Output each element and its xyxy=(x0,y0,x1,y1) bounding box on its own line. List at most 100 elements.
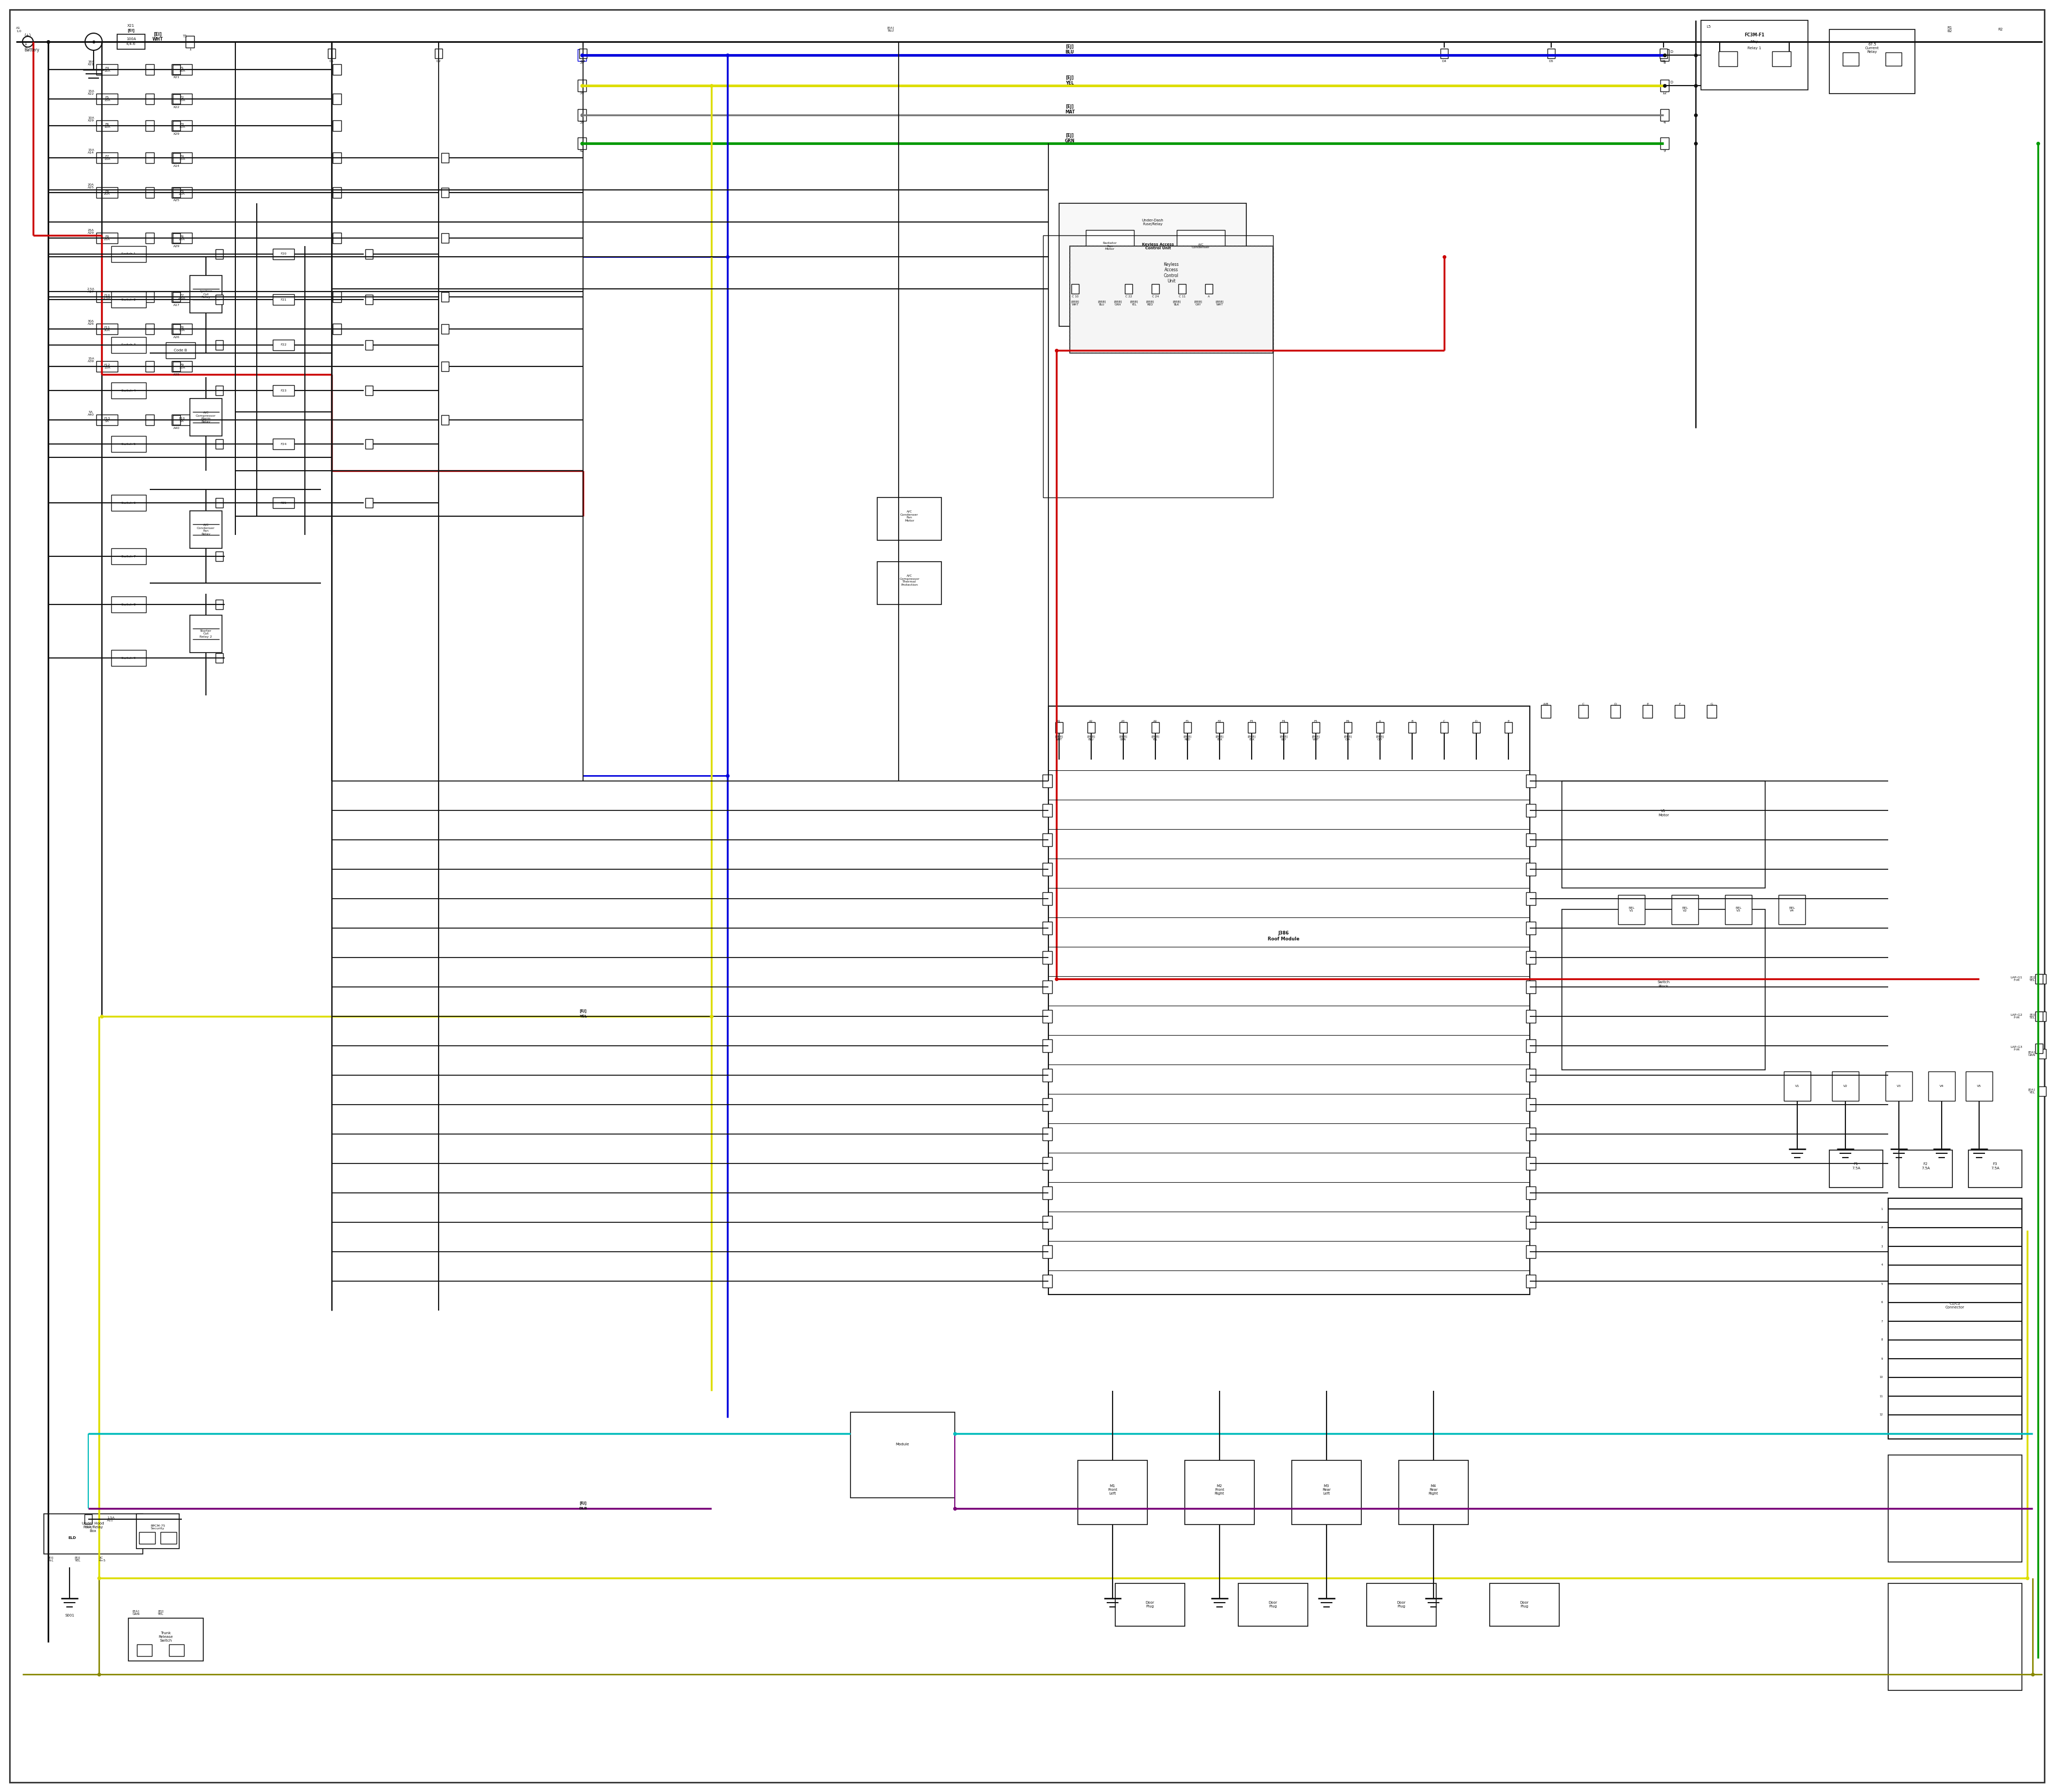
Bar xyxy=(1526,892,1536,905)
Bar xyxy=(1643,704,1651,719)
Bar xyxy=(189,398,222,435)
Text: A17: A17 xyxy=(173,303,181,306)
Text: D: D xyxy=(1670,81,1672,84)
Text: [EJ]
TEL: [EJ] TEL xyxy=(2029,1014,2036,1020)
Text: May: May xyxy=(1750,39,1758,43)
Text: LAP-G2
F-M: LAP-G2 F-M xyxy=(2011,1014,2023,1020)
Text: F7
2.5A: F7 2.5A xyxy=(179,294,185,299)
Text: D: D xyxy=(1475,720,1477,722)
Bar xyxy=(1048,706,1530,1294)
Text: [BRB]
WHT: [BRB] WHT xyxy=(1313,735,1321,742)
Bar xyxy=(1898,1150,1953,1188)
Text: [BRB]
BLU: [BRB] BLU xyxy=(1097,301,1105,306)
Text: 59: 59 xyxy=(579,91,583,95)
Text: A25: A25 xyxy=(173,199,181,202)
Text: A3: A3 xyxy=(1121,720,1126,722)
Bar xyxy=(146,414,154,425)
Text: ELD: ELD xyxy=(68,1536,76,1539)
Bar xyxy=(189,511,222,548)
Bar xyxy=(2036,1043,2044,1054)
Bar xyxy=(173,233,181,244)
Bar xyxy=(333,292,341,303)
Text: C 10: C 10 xyxy=(1072,296,1078,297)
Text: F25: F25 xyxy=(281,502,288,504)
Text: [BRB]
WHT: [BRB] WHT xyxy=(1070,301,1078,306)
Text: Switch 3: Switch 3 xyxy=(121,344,136,346)
Text: A/B: A/B xyxy=(1543,702,1549,706)
Bar xyxy=(173,93,191,104)
Text: [EJ]: [EJ] xyxy=(579,1009,587,1012)
Bar xyxy=(216,385,224,396)
Bar xyxy=(189,276,222,314)
Bar xyxy=(1070,246,1273,353)
Text: WHT: WHT xyxy=(152,38,162,41)
Bar xyxy=(1366,1584,1436,1625)
Text: 1: 1 xyxy=(25,41,27,47)
Bar xyxy=(1886,1072,1912,1100)
Bar xyxy=(1043,921,1052,934)
Bar xyxy=(1043,1158,1052,1170)
Text: [BRB]
BLU: [BRB] BLU xyxy=(1087,735,1095,742)
Text: T1: T1 xyxy=(183,34,187,38)
Bar xyxy=(189,615,222,652)
Text: V4: V4 xyxy=(1939,1084,1943,1088)
Bar xyxy=(136,1514,179,1548)
Bar xyxy=(1707,704,1717,719)
Bar xyxy=(577,79,585,91)
Bar xyxy=(173,292,181,301)
Bar xyxy=(97,324,117,335)
Bar xyxy=(173,292,191,303)
Text: [BRB]
GRY: [BRB] GRY xyxy=(1280,735,1288,742)
Bar xyxy=(146,65,154,75)
Bar xyxy=(1929,1072,1955,1100)
Bar xyxy=(160,1532,177,1543)
Bar xyxy=(577,138,585,149)
Text: [EA]
GRN: [EA] GRN xyxy=(134,1609,140,1616)
Text: 16A
X21: 16A X21 xyxy=(88,61,94,66)
Bar xyxy=(1886,52,1902,66)
Bar xyxy=(216,249,224,258)
Bar xyxy=(173,360,191,371)
Text: F13
5A: F13 5A xyxy=(105,418,111,423)
Bar xyxy=(1526,1217,1536,1229)
Text: [EJ]
YEL: [EJ] YEL xyxy=(158,1609,164,1616)
Bar xyxy=(1660,138,1668,149)
Bar xyxy=(1280,722,1288,733)
Text: 12: 12 xyxy=(1662,91,1668,95)
Bar xyxy=(273,439,294,450)
Text: 1.5A
A11: 1.5A A11 xyxy=(107,1516,115,1521)
Text: L5: L5 xyxy=(1707,25,1711,29)
Bar xyxy=(1292,1460,1362,1525)
Bar xyxy=(366,439,374,448)
Text: A1
1,0: A1 1,0 xyxy=(16,27,21,32)
Text: [BRB]
RED: [BRB] RED xyxy=(1146,301,1154,306)
Text: F24: F24 xyxy=(281,443,288,446)
Bar xyxy=(117,34,146,48)
Bar xyxy=(97,414,117,425)
Bar xyxy=(146,292,154,303)
Bar xyxy=(43,1514,144,1554)
Bar xyxy=(1179,285,1185,294)
Bar xyxy=(1526,1245,1536,1258)
Bar xyxy=(877,561,941,604)
Text: F1
16A: F1 16A xyxy=(179,66,185,72)
Text: [BRB]
RED: [BRB] RED xyxy=(1183,735,1191,742)
Text: A1: A1 xyxy=(1058,720,1062,722)
Bar xyxy=(273,340,294,351)
Text: A11: A11 xyxy=(84,1525,92,1529)
Bar xyxy=(2038,1086,2046,1097)
Bar xyxy=(1888,1584,2021,1690)
Circle shape xyxy=(23,36,33,47)
Bar xyxy=(1078,1460,1148,1525)
Bar xyxy=(173,65,181,73)
Text: A29: A29 xyxy=(173,246,181,247)
Text: Trunk
Release
Switch: Trunk Release Switch xyxy=(158,1631,173,1641)
Bar xyxy=(329,48,335,59)
Bar xyxy=(1043,774,1052,787)
Bar xyxy=(146,360,154,371)
Text: [BRB]
YEL: [BRB] YEL xyxy=(1152,735,1158,742)
Bar xyxy=(127,1618,203,1661)
Text: Starter
Cut
Relay 2: Starter Cut Relay 2 xyxy=(199,629,212,638)
Text: F1: F1 xyxy=(1185,720,1189,722)
Bar xyxy=(1968,1150,2021,1188)
